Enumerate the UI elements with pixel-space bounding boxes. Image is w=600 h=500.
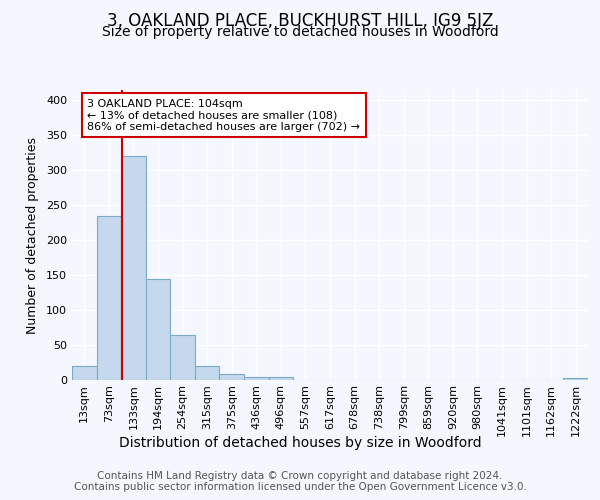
Bar: [170, 334, 195, 380]
Bar: [146, 278, 170, 380]
Bar: [563, 378, 588, 380]
Text: Contains HM Land Registry data © Crown copyright and database right 2024.
Contai: Contains HM Land Registry data © Crown c…: [74, 471, 526, 492]
Bar: [244, 376, 269, 380]
Bar: [269, 376, 293, 380]
Bar: [121, 156, 146, 380]
Text: 3, OAKLAND PLACE, BUCKHURST HILL, IG9 5JZ: 3, OAKLAND PLACE, BUCKHURST HILL, IG9 5J…: [107, 12, 493, 30]
Bar: [220, 374, 244, 380]
Text: Size of property relative to detached houses in Woodford: Size of property relative to detached ho…: [101, 25, 499, 39]
Bar: [195, 366, 220, 380]
Bar: [72, 366, 97, 380]
Text: 3 OAKLAND PLACE: 104sqm
← 13% of detached houses are smaller (108)
86% of semi-d: 3 OAKLAND PLACE: 104sqm ← 13% of detache…: [88, 98, 361, 132]
Bar: [97, 216, 121, 380]
Text: Distribution of detached houses by size in Woodford: Distribution of detached houses by size …: [119, 436, 481, 450]
Y-axis label: Number of detached properties: Number of detached properties: [26, 136, 39, 334]
